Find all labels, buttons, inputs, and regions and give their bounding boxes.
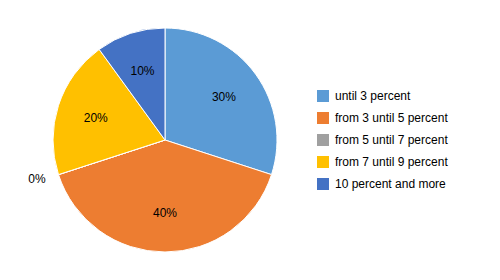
legend-swatch	[317, 156, 329, 168]
pie-slice	[99, 28, 165, 140]
legend-item: from 5 until 7 percent	[317, 133, 448, 147]
pie	[53, 28, 277, 252]
data-label: 20%	[84, 111, 108, 125]
chart-container: 30% 40% 0% 20% 10% until 3 percent from 3 unti…	[0, 0, 500, 280]
data-label: 40%	[153, 206, 177, 220]
legend-swatch	[317, 90, 329, 102]
legend-swatch	[317, 178, 329, 190]
legend-label: from 3 until 5 percent	[335, 111, 448, 125]
legend-item: until 3 percent	[317, 89, 411, 103]
legend-item: 10 percent and more	[317, 177, 446, 191]
legend-swatch	[317, 134, 329, 146]
legend: until 3 percent from 3 until 5 percent fro…	[317, 89, 448, 191]
data-labels: 30% 40% 0% 20% 10%	[28, 64, 236, 220]
legend-label: until 3 percent	[335, 89, 411, 103]
legend-label: from 5 until 7 percent	[335, 133, 448, 147]
legend-label: from 7 until 9 percent	[335, 155, 448, 169]
legend-item: from 7 until 9 percent	[317, 155, 448, 169]
chart-svg: 30% 40% 0% 20% 10% until 3 percent from 3 unti…	[0, 0, 500, 280]
legend-label: 10 percent and more	[335, 177, 446, 191]
data-label: 30%	[212, 90, 236, 104]
legend-swatch	[317, 112, 329, 124]
data-label: 10%	[130, 64, 154, 78]
legend-item: from 3 until 5 percent	[317, 111, 448, 125]
data-label: 0%	[28, 172, 46, 186]
